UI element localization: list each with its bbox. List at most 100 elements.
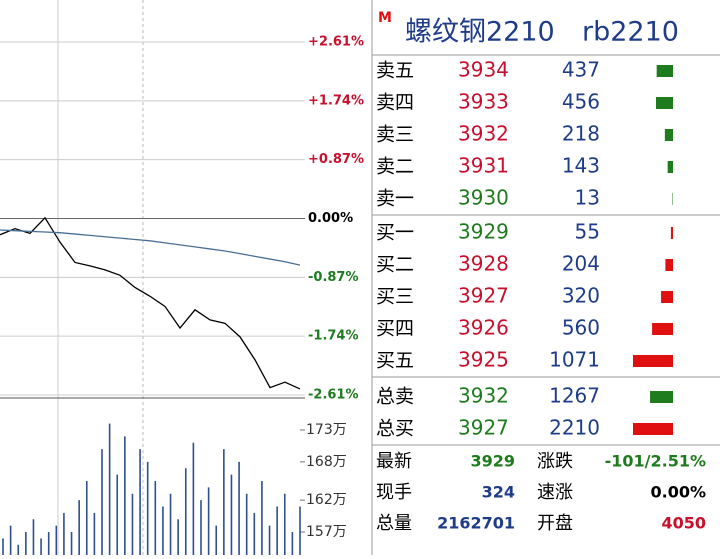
stat-value: -101/2.51% — [605, 452, 706, 471]
volume: 143 — [562, 154, 600, 178]
price: 3927 — [458, 284, 509, 308]
y-tick-label: +2.61% — [308, 35, 364, 50]
volume-bar — [147, 462, 149, 555]
volume: 13 — [575, 186, 600, 210]
row-label: 卖一 — [376, 188, 414, 210]
volume-bar — [284, 494, 286, 555]
price: 3933 — [458, 90, 509, 114]
row-label: 卖二 — [376, 156, 414, 178]
stat-label: 开盘 — [537, 513, 573, 534]
y-tick-label: -2.61% — [308, 388, 359, 403]
y-tick-label: -1.74% — [308, 329, 359, 344]
volume-bar — [162, 507, 164, 555]
volume-bar — [633, 423, 673, 435]
price: 3932 — [458, 122, 509, 146]
volume-bar — [170, 494, 172, 555]
volume-bar — [665, 129, 673, 141]
volume: 204 — [562, 252, 600, 276]
volume-bar — [33, 519, 35, 555]
y-tick-label: 162万 — [306, 492, 347, 508]
price: 3932 — [458, 384, 509, 408]
y-tick-label: +0.87% — [308, 152, 364, 167]
stat-label: 总量 — [376, 513, 412, 534]
volume-bar — [254, 513, 256, 555]
volume-bar — [261, 481, 263, 555]
row-label: 卖五 — [376, 60, 414, 82]
volume: 437 — [562, 58, 600, 82]
row-label: 卖四 — [376, 92, 414, 114]
y-tick-label: +1.74% — [308, 93, 364, 108]
price: 3926 — [458, 316, 509, 340]
volume-bar — [665, 259, 673, 271]
row-label: 买一 — [376, 222, 414, 244]
volume-bar — [208, 487, 210, 555]
volume-bar — [40, 538, 42, 555]
row-label: 买三 — [376, 286, 414, 308]
volume: 2210 — [549, 416, 600, 440]
volume-bar — [668, 161, 673, 173]
stat-label: 最新 — [376, 451, 412, 472]
stat-value: 324 — [482, 483, 515, 502]
volume-bar — [86, 481, 88, 555]
volume: 55 — [575, 220, 600, 244]
volume-bar — [661, 291, 673, 303]
volume-bar — [177, 519, 179, 555]
volume: 320 — [562, 284, 600, 308]
price: 3934 — [458, 58, 509, 82]
y-tick-label: 157万 — [306, 524, 347, 540]
volume-bar — [2, 538, 4, 555]
volume: 1267 — [549, 384, 600, 408]
volume-bar — [71, 532, 73, 555]
price: 3930 — [458, 186, 509, 210]
stat-value: 0.00% — [650, 483, 706, 502]
volume-bar — [215, 526, 217, 555]
volume-bar — [633, 355, 673, 367]
volume-bar — [299, 507, 301, 555]
y-tick-label: 173万 — [306, 422, 347, 438]
stat-label: 现手 — [376, 482, 412, 503]
volume-bar — [25, 532, 27, 555]
instrument-code: rb2210 — [582, 17, 679, 48]
volume: 1071 — [549, 348, 600, 372]
volume-bar — [223, 449, 225, 555]
stat-value: 3929 — [470, 452, 515, 471]
volume-bar — [94, 513, 96, 555]
volume-bar — [17, 545, 19, 555]
stat-label: 涨跌 — [537, 451, 573, 472]
row-label: 总买 — [376, 418, 414, 440]
volume-bar — [238, 462, 240, 555]
volume: 456 — [562, 90, 600, 114]
stat-label: 速涨 — [537, 482, 573, 503]
row-label: 买五 — [376, 350, 414, 372]
volume-bar — [650, 391, 673, 403]
volume: 560 — [562, 316, 600, 340]
row-label: 买四 — [376, 318, 414, 340]
volume-bar — [185, 468, 187, 555]
volume-bar — [48, 532, 50, 555]
volume-bar — [56, 526, 58, 555]
marker: M — [378, 10, 392, 26]
volume-bar — [155, 481, 157, 555]
volume-bar — [132, 494, 134, 555]
price: 3927 — [458, 416, 509, 440]
y-tick-label: 168万 — [306, 454, 347, 470]
price: 3931 — [458, 154, 509, 178]
volume-bar — [246, 494, 248, 555]
volume-bar — [10, 526, 12, 555]
price: 3929 — [458, 220, 509, 244]
volume-bar — [63, 513, 65, 555]
row-label: 总卖 — [376, 386, 414, 408]
volume-bar — [124, 436, 126, 555]
instrument-name: 螺纹钢2210 — [405, 17, 555, 48]
volume-bar — [200, 500, 202, 555]
volume-bar — [657, 65, 673, 77]
volume: 218 — [562, 122, 600, 146]
volume-bar — [276, 507, 278, 555]
volume-bar — [101, 449, 103, 555]
volume-bar — [652, 323, 673, 335]
y-tick-label: -0.87% — [308, 270, 359, 285]
volume-bar — [656, 97, 673, 109]
volume-bar — [269, 526, 271, 555]
price: 3928 — [458, 252, 509, 276]
